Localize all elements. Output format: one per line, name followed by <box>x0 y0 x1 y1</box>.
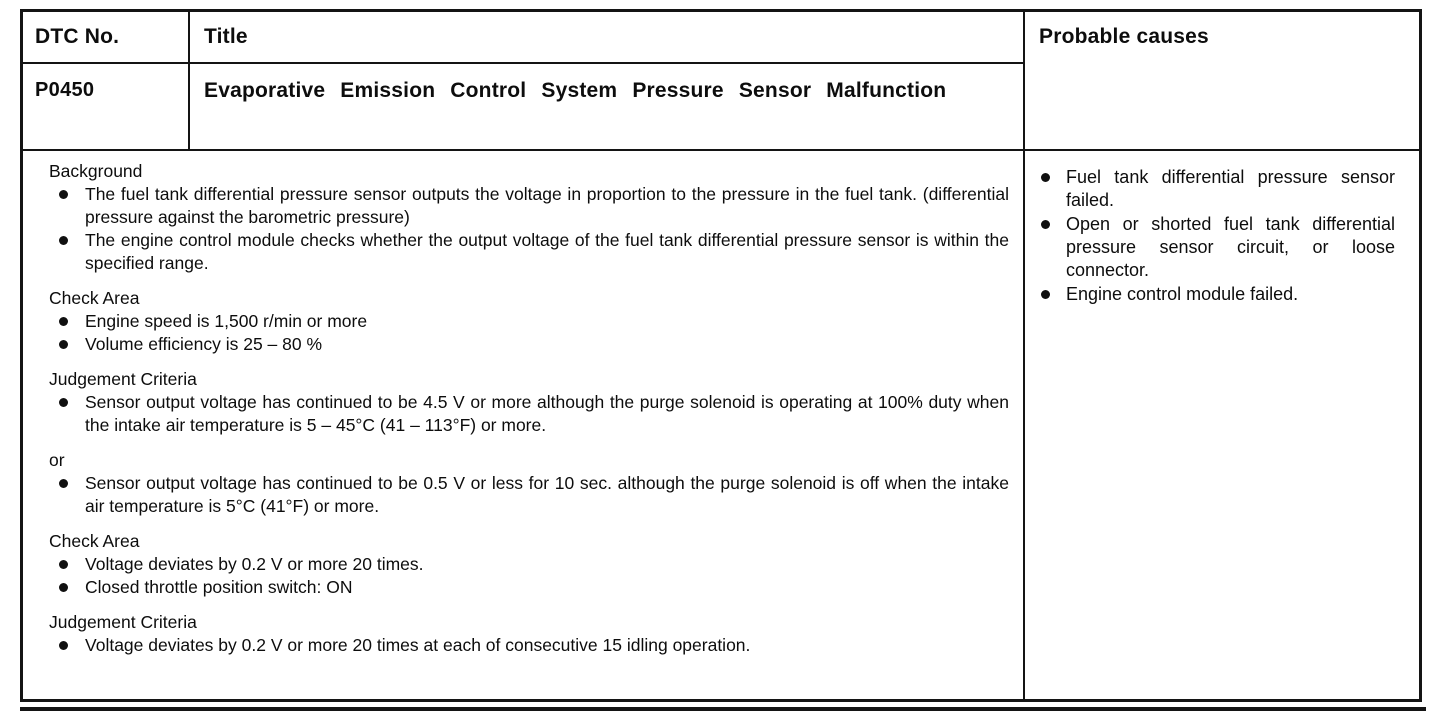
bullet-icon <box>59 398 68 407</box>
bullet-icon <box>59 340 68 349</box>
body-section-judgement-2: Judgement Criteria Voltage deviates by 0… <box>49 611 1009 657</box>
bullet-item: Voltage deviates by 0.2 V or more 20 tim… <box>49 553 1009 576</box>
bullet-icon <box>59 583 68 592</box>
title-header-cell: Title <box>190 12 1025 64</box>
bullet-text: Sensor output voltage has continued to b… <box>85 473 1009 516</box>
section-heading: or <box>49 450 65 470</box>
bullet-item: Volume efficiency is 25 – 80 % <box>49 333 1009 356</box>
probable-causes-cell: Fuel tank differential pressure sensor f… <box>1025 151 1419 699</box>
title-header-label: Title <box>204 25 248 48</box>
probable-cause-item: Open or shorted fuel tank differential p… <box>1039 213 1395 282</box>
bullet-icon <box>1041 220 1050 229</box>
bullet-item: The fuel tank differential pressure sens… <box>49 183 1009 229</box>
bullet-text: Sensor output voltage has continued to b… <box>85 392 1009 435</box>
bullet-text: Closed throttle position switch: ON <box>85 577 353 597</box>
bullet-item: Engine speed is 1,500 r/min or more <box>49 310 1009 333</box>
bullet-icon <box>59 479 68 488</box>
bullet-icon <box>1041 173 1050 182</box>
section-heading: Background <box>49 161 143 181</box>
bullet-item: Sensor output voltage has continued to b… <box>49 472 1009 518</box>
bullet-icon <box>59 641 68 650</box>
section-heading: Check Area <box>49 531 140 551</box>
bullet-item: Voltage deviates by 0.2 V or more 20 tim… <box>49 634 1009 657</box>
section-heading: Judgement Criteria <box>49 369 197 389</box>
dtc-code: P0450 <box>35 79 95 101</box>
dtc-code-cell: P0450 <box>23 64 190 151</box>
bullet-text: Voltage deviates by 0.2 V or more 20 tim… <box>85 554 424 574</box>
bullet-item: Closed throttle position switch: ON <box>49 576 1009 599</box>
dtc-no-header-cell: DTC No. <box>23 12 190 64</box>
body-section-check-area-2: Check Area Voltage deviates by 0.2 V or … <box>49 530 1009 599</box>
bullet-icon <box>1041 290 1050 299</box>
section-heading: Judgement Criteria <box>49 612 197 632</box>
dtc-title-cell: Evaporative Emission Control System Pres… <box>190 64 1025 151</box>
bullet-icon <box>59 317 68 326</box>
bullet-icon <box>59 190 68 199</box>
probable-cause-text: Open or shorted fuel tank differential p… <box>1066 214 1395 280</box>
probable-causes-header-cell: Probable causes <box>1025 12 1419 151</box>
body-section-background: Background The fuel tank differential pr… <box>49 160 1009 275</box>
probable-cause-item: Engine control module failed. <box>1039 283 1395 306</box>
dtc-table: DTC No. Title Probable causes P0450 Evap… <box>20 9 1422 702</box>
body-section-judgement-1: Judgement Criteria Sensor output voltage… <box>49 368 1009 437</box>
bullet-text: Voltage deviates by 0.2 V or more 20 tim… <box>85 635 751 655</box>
bullet-text: Volume efficiency is 25 – 80 % <box>85 334 323 354</box>
bullet-item: Sensor output voltage has continued to b… <box>49 391 1009 437</box>
page-bottom-rule <box>20 707 1426 711</box>
body-section-check-area-1: Check Area Engine speed is 1,500 r/min o… <box>49 287 1009 356</box>
dtc-body-cell: Background The fuel tank differential pr… <box>23 151 1025 699</box>
probable-causes-header-label: Probable causes <box>1039 25 1209 48</box>
probable-cause-item: Fuel tank differential pressure sensor f… <box>1039 166 1395 212</box>
bullet-text: The engine control module checks whether… <box>85 230 1009 273</box>
bullet-icon <box>59 560 68 569</box>
bullet-text: Engine speed is 1,500 r/min or more <box>85 311 368 331</box>
bullet-text: The fuel tank differential pressure sens… <box>85 184 1009 227</box>
probable-cause-text: Fuel tank differential pressure sensor f… <box>1066 167 1395 210</box>
bullet-icon <box>59 236 68 245</box>
probable-cause-text: Engine control module failed. <box>1066 284 1299 304</box>
dtc-title: Evaporative Emission Control System Pres… <box>204 79 947 102</box>
body-section-or: or Sensor output voltage has continued t… <box>49 449 1009 518</box>
bullet-item: The engine control module checks whether… <box>49 229 1009 275</box>
dtc-no-header-label: DTC No. <box>35 25 120 48</box>
section-heading: Check Area <box>49 288 140 308</box>
